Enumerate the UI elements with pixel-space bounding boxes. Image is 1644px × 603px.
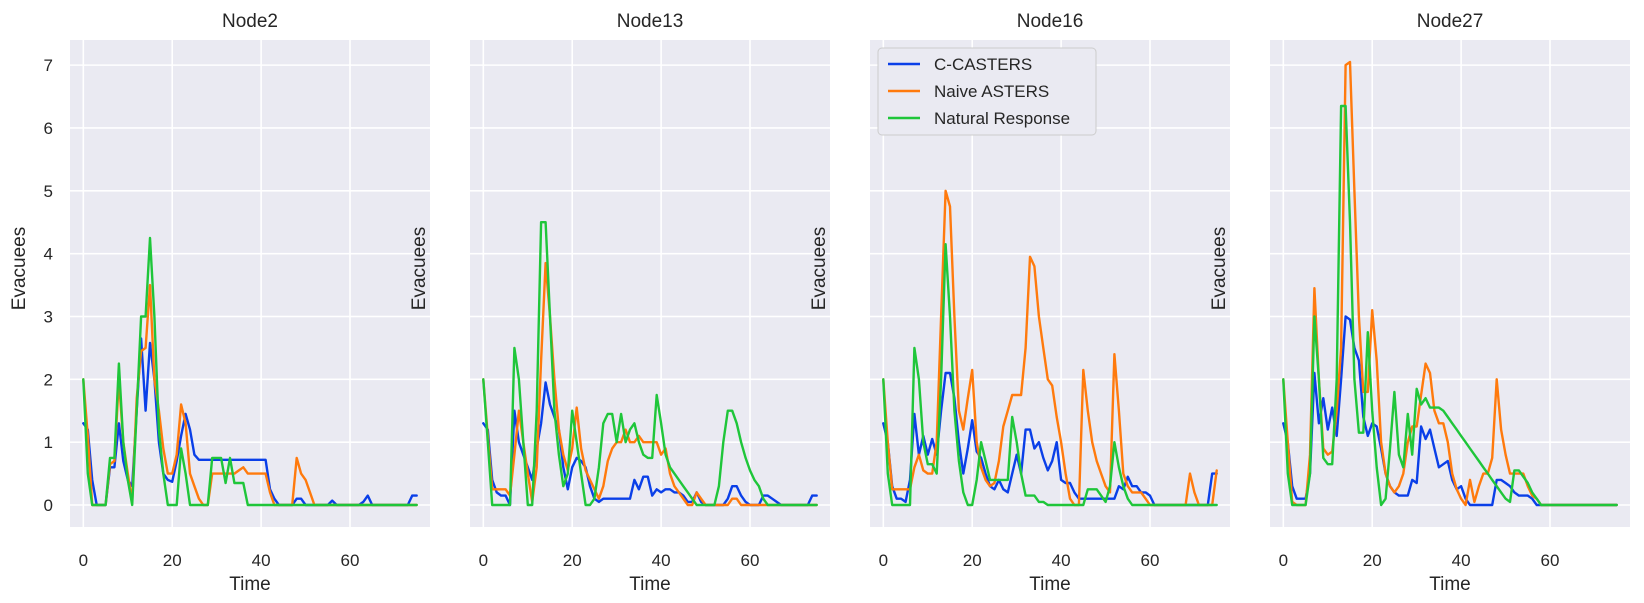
x-tick-label: 40 bbox=[652, 551, 671, 570]
x-axis-label: Time bbox=[1429, 574, 1471, 595]
x-tick-label: 0 bbox=[1279, 551, 1288, 570]
legend-label: Natural Response bbox=[934, 109, 1070, 128]
y-tick-label: 5 bbox=[44, 182, 53, 201]
x-tick-label: 40 bbox=[1452, 551, 1471, 570]
x-tick-label: 0 bbox=[79, 551, 88, 570]
series-line-natural-response bbox=[82, 236, 418, 507]
x-axis-label: Time bbox=[229, 574, 271, 595]
y-tick-label: 4 bbox=[44, 245, 53, 264]
y-tick-label: 7 bbox=[44, 56, 53, 75]
x-tick-label: 60 bbox=[341, 551, 360, 570]
x-tick-label: 20 bbox=[1363, 551, 1382, 570]
plot-background bbox=[470, 40, 830, 527]
legend-box bbox=[877, 47, 1097, 136]
x-tick-label: 20 bbox=[163, 551, 182, 570]
series-line-natural-response bbox=[482, 220, 818, 507]
x-tick-label: 20 bbox=[563, 551, 582, 570]
x-tick-label: 0 bbox=[479, 551, 488, 570]
legend-label: C-CASTERS bbox=[934, 55, 1032, 74]
panel-node13: Node13 0 20 40 60 Time Evacuees bbox=[409, 11, 830, 595]
x-tick-label: 60 bbox=[741, 551, 760, 570]
x-tick-label: 0 bbox=[879, 551, 888, 570]
y-tick-label: 3 bbox=[44, 307, 53, 326]
panel-node27: Node27 0 20 40 60 Time Evacuees bbox=[1209, 11, 1630, 595]
panel-title: Node2 bbox=[222, 11, 278, 32]
panel-title: Node13 bbox=[617, 11, 684, 32]
x-tick-label: 40 bbox=[1052, 551, 1071, 570]
x-tick-label: 20 bbox=[963, 551, 982, 570]
y-axis-label: Evacuees bbox=[1209, 227, 1230, 310]
plot-background bbox=[1270, 40, 1630, 527]
x-axis-label: Time bbox=[1029, 574, 1071, 595]
y-axis-label: Evacuees bbox=[409, 227, 430, 310]
panel-node2: Node2 0 20 40 60 Time Evacuees 0 1 2 3 4 5 6 7 bbox=[9, 11, 430, 595]
y-tick-label: 2 bbox=[44, 370, 53, 389]
series-line-natural-response bbox=[1282, 104, 1618, 507]
x-tick-label: 40 bbox=[252, 551, 271, 570]
panel-node16: Node16 0 20 40 60 Time Evacuees C-CASTERS Naive … bbox=[809, 11, 1230, 595]
y-axis-label: Evacuees bbox=[9, 227, 30, 310]
plot-background bbox=[70, 40, 430, 527]
panel-title: Node16 bbox=[1017, 11, 1084, 32]
legend-label: Naive ASTERS bbox=[934, 82, 1049, 101]
y-tick-label: 6 bbox=[44, 119, 53, 138]
y-tick-label: 1 bbox=[44, 433, 53, 452]
x-tick-label: 60 bbox=[1541, 551, 1560, 570]
series-line-naive-asters bbox=[482, 261, 818, 507]
panel-title: Node27 bbox=[1417, 11, 1484, 32]
x-axis-label: Time bbox=[629, 574, 671, 595]
y-tick-label: 0 bbox=[44, 496, 53, 515]
y-axis-label: Evacuees bbox=[809, 227, 830, 310]
legend: C-CASTERS Naive ASTERS Natural Response bbox=[877, 47, 1097, 136]
series-line-natural-response bbox=[882, 242, 1218, 507]
x-tick-label: 60 bbox=[1141, 551, 1160, 570]
